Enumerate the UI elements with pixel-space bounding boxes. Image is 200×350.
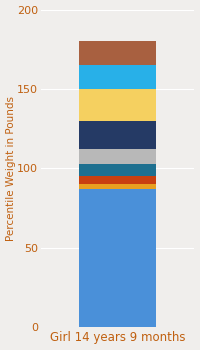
Bar bbox=[79, 65, 156, 89]
Bar bbox=[79, 89, 156, 121]
Y-axis label: Percentile Weight in Pounds: Percentile Weight in Pounds bbox=[6, 96, 16, 241]
Bar bbox=[79, 149, 156, 164]
Bar bbox=[79, 184, 156, 189]
Bar bbox=[79, 121, 156, 149]
Bar bbox=[79, 189, 156, 327]
Bar bbox=[79, 176, 156, 184]
Bar bbox=[79, 164, 156, 176]
Bar bbox=[79, 41, 156, 65]
